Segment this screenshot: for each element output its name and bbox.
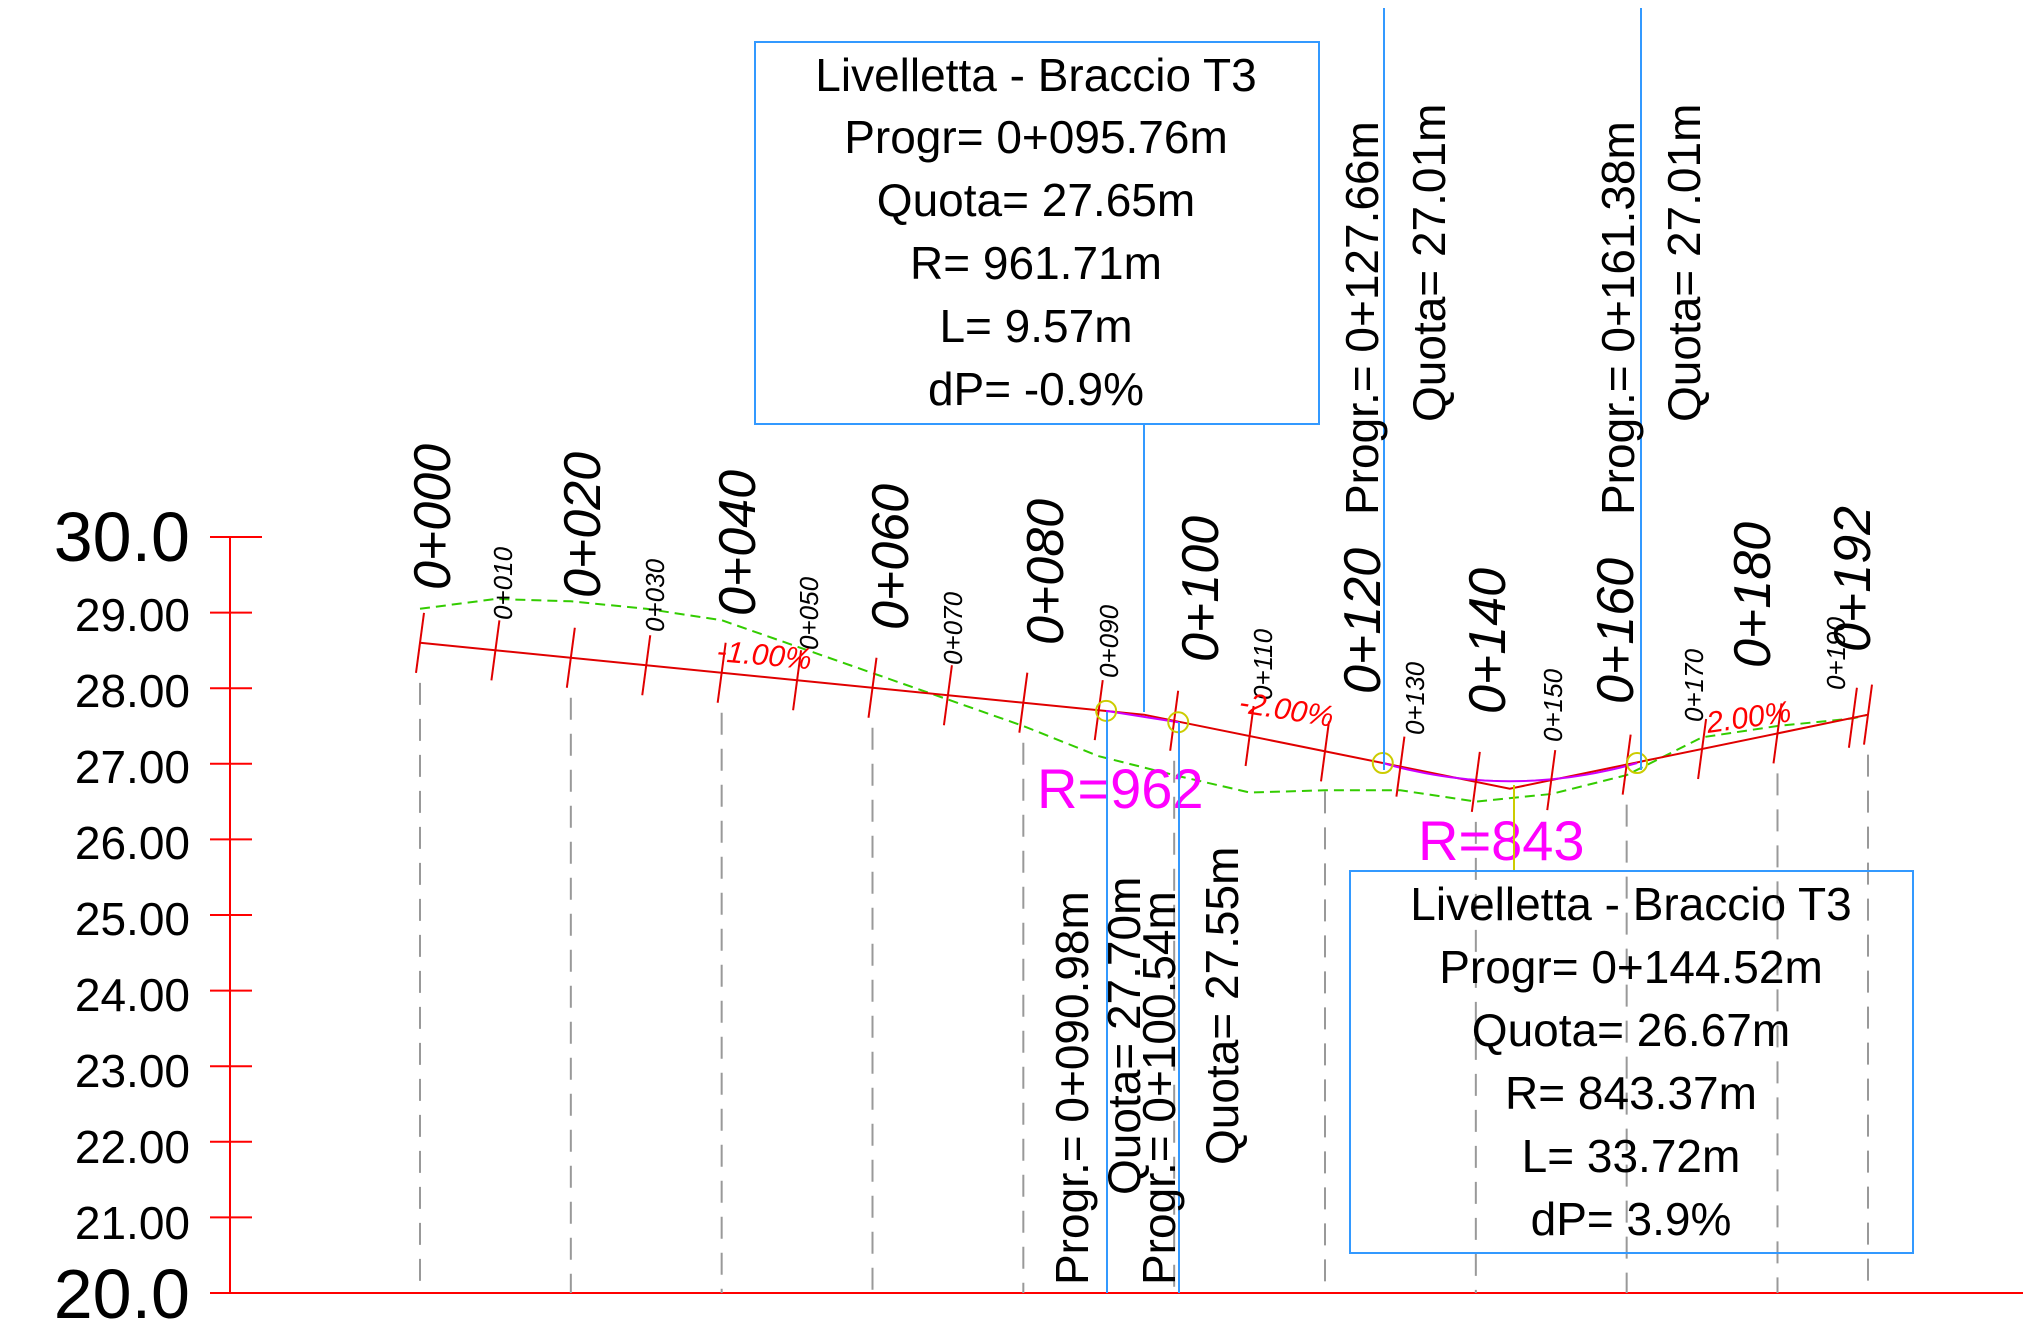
design-tick: [1018, 672, 1029, 733]
station-lines: [419, 682, 1869, 1293]
info-box-progr: Progr= 0+095.76m: [844, 111, 1228, 163]
tangent-point-marker: [1626, 752, 1649, 775]
chainage-major-label: 0+140: [1459, 568, 1517, 714]
elevation-label-29: 29.00: [75, 589, 190, 641]
info-box-quota: Quota= 26.67m: [1472, 1004, 1790, 1056]
vertical-progr-label: Progr.= 0+100.54m: [1133, 891, 1185, 1285]
vertical-curve-info-box-2: Livelletta - Braccio T3 Progr= 0+144.52m…: [1349, 870, 1914, 1254]
radius-label-1: R=962: [1037, 757, 1204, 820]
elevation-labels: 30.0 29.00 28.00 27.00 26.00 25.00 24.00…: [54, 498, 190, 1333]
info-box-quota: Quota= 27.65m: [877, 174, 1195, 226]
info-box-length: L= 33.72m: [1522, 1130, 1741, 1182]
design-tick: [1093, 680, 1104, 741]
chainage-minor-label: 0+110: [1248, 628, 1278, 700]
vertical-curve-2: [1382, 762, 1638, 783]
chainage-minor-label: 0+010: [488, 546, 518, 620]
design-tick: [565, 627, 576, 688]
design-tick: [792, 650, 803, 711]
vertical-curve-1: [1105, 709, 1179, 724]
design-tick: [641, 635, 652, 696]
chainage-major-label: 0+100: [1172, 516, 1230, 662]
design-tick: [867, 657, 878, 718]
vertical-quota-label: Quota= 27.01m: [1658, 104, 1710, 422]
elevation-label-25: 25.00: [75, 893, 190, 945]
chainage-minor-label: 0+150: [1538, 668, 1568, 742]
vertical-curve-info-box-1: Livelletta - Braccio T3 Progr= 0+095.76m…: [754, 41, 1320, 425]
info-box-progr: Progr= 0+144.52m: [1439, 941, 1823, 993]
design-tick: [415, 612, 425, 673]
chainage-minor-label: 0+030: [640, 558, 670, 632]
design-tick: [1320, 721, 1330, 782]
vertical-progr-label: Progr.= 0+161.38m: [1592, 121, 1644, 515]
tangent-point-marker: [1371, 752, 1394, 775]
vertical-point-labels: Progr.= 0+127.66m Quota= 27.01m Progr.= …: [1046, 104, 1710, 1285]
design-tick: [1546, 750, 1557, 811]
vertical-quota-label: Quota= 27.55m: [1196, 847, 1248, 1165]
design-tick: [1169, 690, 1180, 751]
info-box-radius: R= 843.37m: [1505, 1067, 1757, 1119]
chainage-minor-label: 0+170: [1679, 648, 1709, 722]
vertical-quota-label: Quota= 27.70m: [1098, 877, 1150, 1195]
design-tick: [942, 665, 953, 726]
elevation-label-23: 23.00: [75, 1045, 190, 1097]
ground-profile-line: [419, 597, 1869, 803]
chainage-minor-label: 0+130: [1400, 661, 1430, 735]
elevation-label-22: 22.00: [75, 1121, 190, 1173]
info-box-title: Livelletta - Braccio T3: [1410, 878, 1851, 930]
radius-label-2: R=843: [1418, 809, 1585, 872]
chainage-minor-label: 0+050: [794, 576, 824, 650]
chainage-major-label: 0+192: [1824, 506, 1882, 652]
info-box-dp: dP= 3.9%: [1531, 1193, 1732, 1245]
chainage-major-label: 0+080: [1017, 499, 1075, 645]
info-box-length: L= 9.57m: [939, 300, 1132, 352]
design-tick: [1772, 703, 1783, 764]
elevation-label-26: 26.00: [75, 817, 190, 869]
elevation-label-21: 21.00: [75, 1197, 190, 1249]
leader-lines: [1106, 8, 1642, 1293]
chainage-minor-label: 0+070: [938, 591, 968, 665]
elevation-label-27: 27.00: [75, 741, 190, 793]
chainage-major-label: 0+160: [1587, 558, 1645, 704]
elevation-label-28: 28.00: [75, 665, 190, 717]
elevation-label-20: 20.0: [54, 1255, 190, 1333]
vertical-quota-label: Quota= 27.01m: [1403, 104, 1455, 422]
design-tick: [1395, 736, 1406, 797]
design-tick: [1244, 705, 1255, 767]
info-box-title: Livelletta - Braccio T3: [815, 49, 1256, 101]
chainage-labels: 0+000 0+020 0+040 0+060 0+080 0+100 0+12…: [404, 444, 1882, 742]
design-tick: [716, 642, 727, 703]
vertical-progr-label: Progr.= 0+090.98m: [1046, 891, 1098, 1285]
design-tick: [490, 620, 501, 681]
design-tick: [1847, 687, 1858, 748]
chainage-major-label: 0+180: [1724, 522, 1782, 668]
elevation-ticks: [210, 536, 252, 1294]
chainage-major-label: 0+000: [404, 444, 462, 590]
info-box-frame: [1349, 870, 1914, 1254]
chainage-major-label: 0+060: [862, 484, 920, 630]
elevation-label-30: 30.0: [54, 498, 190, 576]
chainage-major-label: 0+040: [709, 470, 767, 616]
vertical-progr-label: Progr.= 0+127.66m: [1336, 121, 1388, 515]
chainage-minor-label: 0+090: [1094, 604, 1124, 678]
info-box-dp: dP= -0.9%: [928, 363, 1144, 415]
design-tick: [1863, 684, 1873, 745]
grade-label: -1.00%: [715, 635, 813, 676]
info-box-frame: [754, 41, 1320, 425]
chainage-major-label: 0+120: [1334, 548, 1392, 694]
design-line-ticks: [415, 612, 1873, 813]
design-tick: [1470, 751, 1481, 813]
info-box-radius: R= 961.71m: [910, 237, 1162, 289]
chainage-minor-label: 0+190: [1821, 616, 1851, 690]
elevation-label-24: 24.00: [75, 969, 190, 1021]
chainage-major-label: 0+020: [554, 452, 612, 598]
design-tick: [1697, 718, 1708, 780]
design-grade-line: [419, 641, 1869, 790]
